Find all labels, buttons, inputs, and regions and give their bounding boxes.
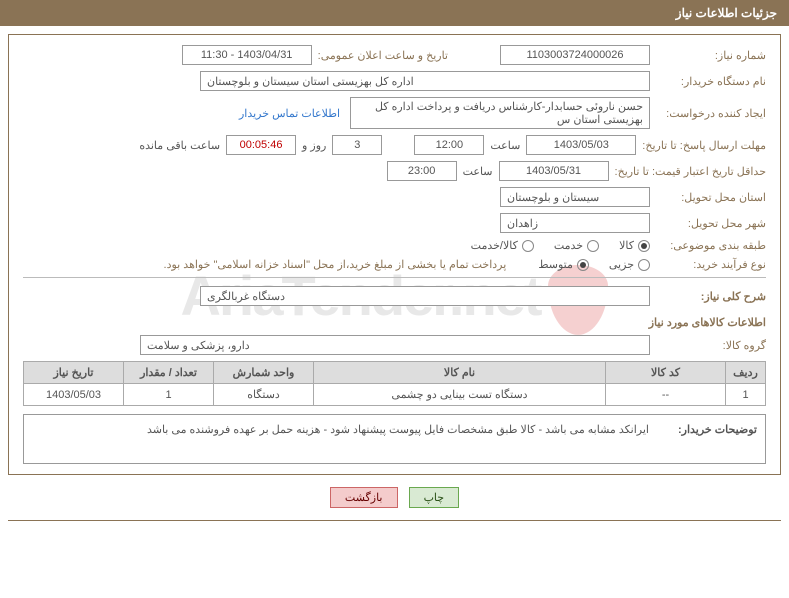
process-radio-group: جزیی متوسط bbox=[538, 258, 650, 271]
need-number-label: شماره نیاز: bbox=[656, 49, 766, 62]
need-desc-label: شرح کلی نیاز: bbox=[656, 290, 766, 303]
announce-label: تاریخ و ساعت اعلان عمومی: bbox=[318, 49, 448, 62]
remaining-label: ساعت باقی مانده bbox=[139, 139, 220, 152]
note-text: ایرانکد مشابه می باشد - کالا طبق مشخصات … bbox=[32, 423, 649, 436]
radio-khadamat[interactable]: خدمت bbox=[554, 239, 599, 252]
radio-motavaset-circle bbox=[577, 259, 589, 271]
city-label: شهر محل تحویل: bbox=[656, 217, 766, 230]
goods-info-title: اطلاعات کالاهای مورد نیاز bbox=[23, 316, 766, 329]
content-panel: شماره نیاز: 1103003724000026 تاریخ و ساع… bbox=[8, 34, 781, 475]
validity-time-field: 23:00 bbox=[387, 161, 457, 181]
need-number-field: 1103003724000026 bbox=[500, 45, 650, 65]
process-label: نوع فرآیند خرید: bbox=[656, 258, 766, 271]
need-desc-field: دستگاه غربالگری bbox=[200, 286, 650, 306]
category-label: طبقه بندی موضوعی: bbox=[656, 239, 766, 252]
requester-label: ایجاد کننده درخواست: bbox=[656, 107, 766, 120]
requester-field: حسن ناروئی حسابدار-کارشناس دریافت و پردا… bbox=[350, 97, 650, 129]
radio-kala-circle bbox=[638, 240, 650, 252]
radio-jozi-circle bbox=[638, 259, 650, 271]
days-and: روز و bbox=[302, 139, 326, 152]
td-name: دستگاه تست بینایی دو چشمی bbox=[314, 384, 606, 406]
td-date: 1403/05/03 bbox=[24, 384, 124, 406]
deadline-label: مهلت ارسال پاسخ: تا تاریخ: bbox=[642, 139, 766, 152]
buyer-org-label: نام دستگاه خریدار: bbox=[656, 75, 766, 88]
validity-label: حداقل تاریخ اعتبار قیمت: تا تاریخ: bbox=[615, 165, 766, 178]
table-header-row: ردیف کد کالا نام کالا واحد شمارش تعداد /… bbox=[24, 362, 766, 384]
deadline-time-field: 12:00 bbox=[414, 135, 484, 155]
goods-group-field: دارو، پزشکی و سلامت bbox=[140, 335, 650, 355]
radio-kalakhadamat[interactable]: کالا/خدمت bbox=[471, 239, 534, 252]
note-label: توضیحات خریدار: bbox=[657, 423, 757, 436]
td-unit: دستگاه bbox=[214, 384, 314, 406]
back-button[interactable]: بازگشت bbox=[330, 487, 398, 508]
th-qty: تعداد / مقدار bbox=[124, 362, 214, 384]
city-field: زاهدان bbox=[500, 213, 650, 233]
province-field: سیستان و بلوچستان bbox=[500, 187, 650, 207]
table-row: 1 -- دستگاه تست بینایی دو چشمی دستگاه 1 … bbox=[24, 384, 766, 406]
td-qty: 1 bbox=[124, 384, 214, 406]
divider-1 bbox=[23, 277, 766, 278]
bottom-divider bbox=[8, 520, 781, 521]
th-date: تاریخ نیاز bbox=[24, 362, 124, 384]
deadline-date-field: 1403/05/03 bbox=[526, 135, 636, 155]
time-word-1: ساعت bbox=[490, 139, 520, 152]
th-code: کد کالا bbox=[606, 362, 726, 384]
radio-motavaset[interactable]: متوسط bbox=[538, 258, 589, 271]
goods-table: ردیف کد کالا نام کالا واحد شمارش تعداد /… bbox=[23, 361, 766, 406]
radio-jozi[interactable]: جزیی bbox=[609, 258, 650, 271]
td-code: -- bbox=[606, 384, 726, 406]
category-radio-group: کالا خدمت کالا/خدمت bbox=[471, 239, 650, 252]
countdown-field: 00:05:46 bbox=[226, 135, 296, 155]
announce-field: 1403/04/31 - 11:30 bbox=[182, 45, 312, 65]
buyer-note-box: توضیحات خریدار: ایرانکد مشابه می باشد - … bbox=[23, 414, 766, 464]
header-bar: جزئیات اطلاعات نیاز bbox=[0, 0, 789, 26]
radio-kalakhadamat-circle bbox=[522, 240, 534, 252]
validity-date-field: 1403/05/31 bbox=[499, 161, 609, 181]
td-row: 1 bbox=[726, 384, 766, 406]
th-name: نام کالا bbox=[314, 362, 606, 384]
buyer-org-field: اداره کل بهزیستی استان سیستان و بلوچستان bbox=[200, 71, 650, 91]
contact-link[interactable]: اطلاعات تماس خریدار bbox=[239, 107, 340, 120]
days-field: 3 bbox=[332, 135, 382, 155]
th-row: ردیف bbox=[726, 362, 766, 384]
province-label: استان محل تحویل: bbox=[656, 191, 766, 204]
th-unit: واحد شمارش bbox=[214, 362, 314, 384]
time-word-2: ساعت bbox=[463, 165, 493, 178]
goods-group-label: گروه کالا: bbox=[656, 339, 766, 352]
header-title: جزئیات اطلاعات نیاز bbox=[676, 6, 777, 20]
footer-buttons: چاپ بازگشت bbox=[0, 487, 789, 508]
process-note: پرداخت تمام یا بخشی از مبلغ خرید،از محل … bbox=[164, 258, 507, 271]
print-button[interactable]: چاپ bbox=[409, 487, 460, 508]
radio-kala[interactable]: کالا bbox=[619, 239, 650, 252]
radio-khadamat-circle bbox=[587, 240, 599, 252]
